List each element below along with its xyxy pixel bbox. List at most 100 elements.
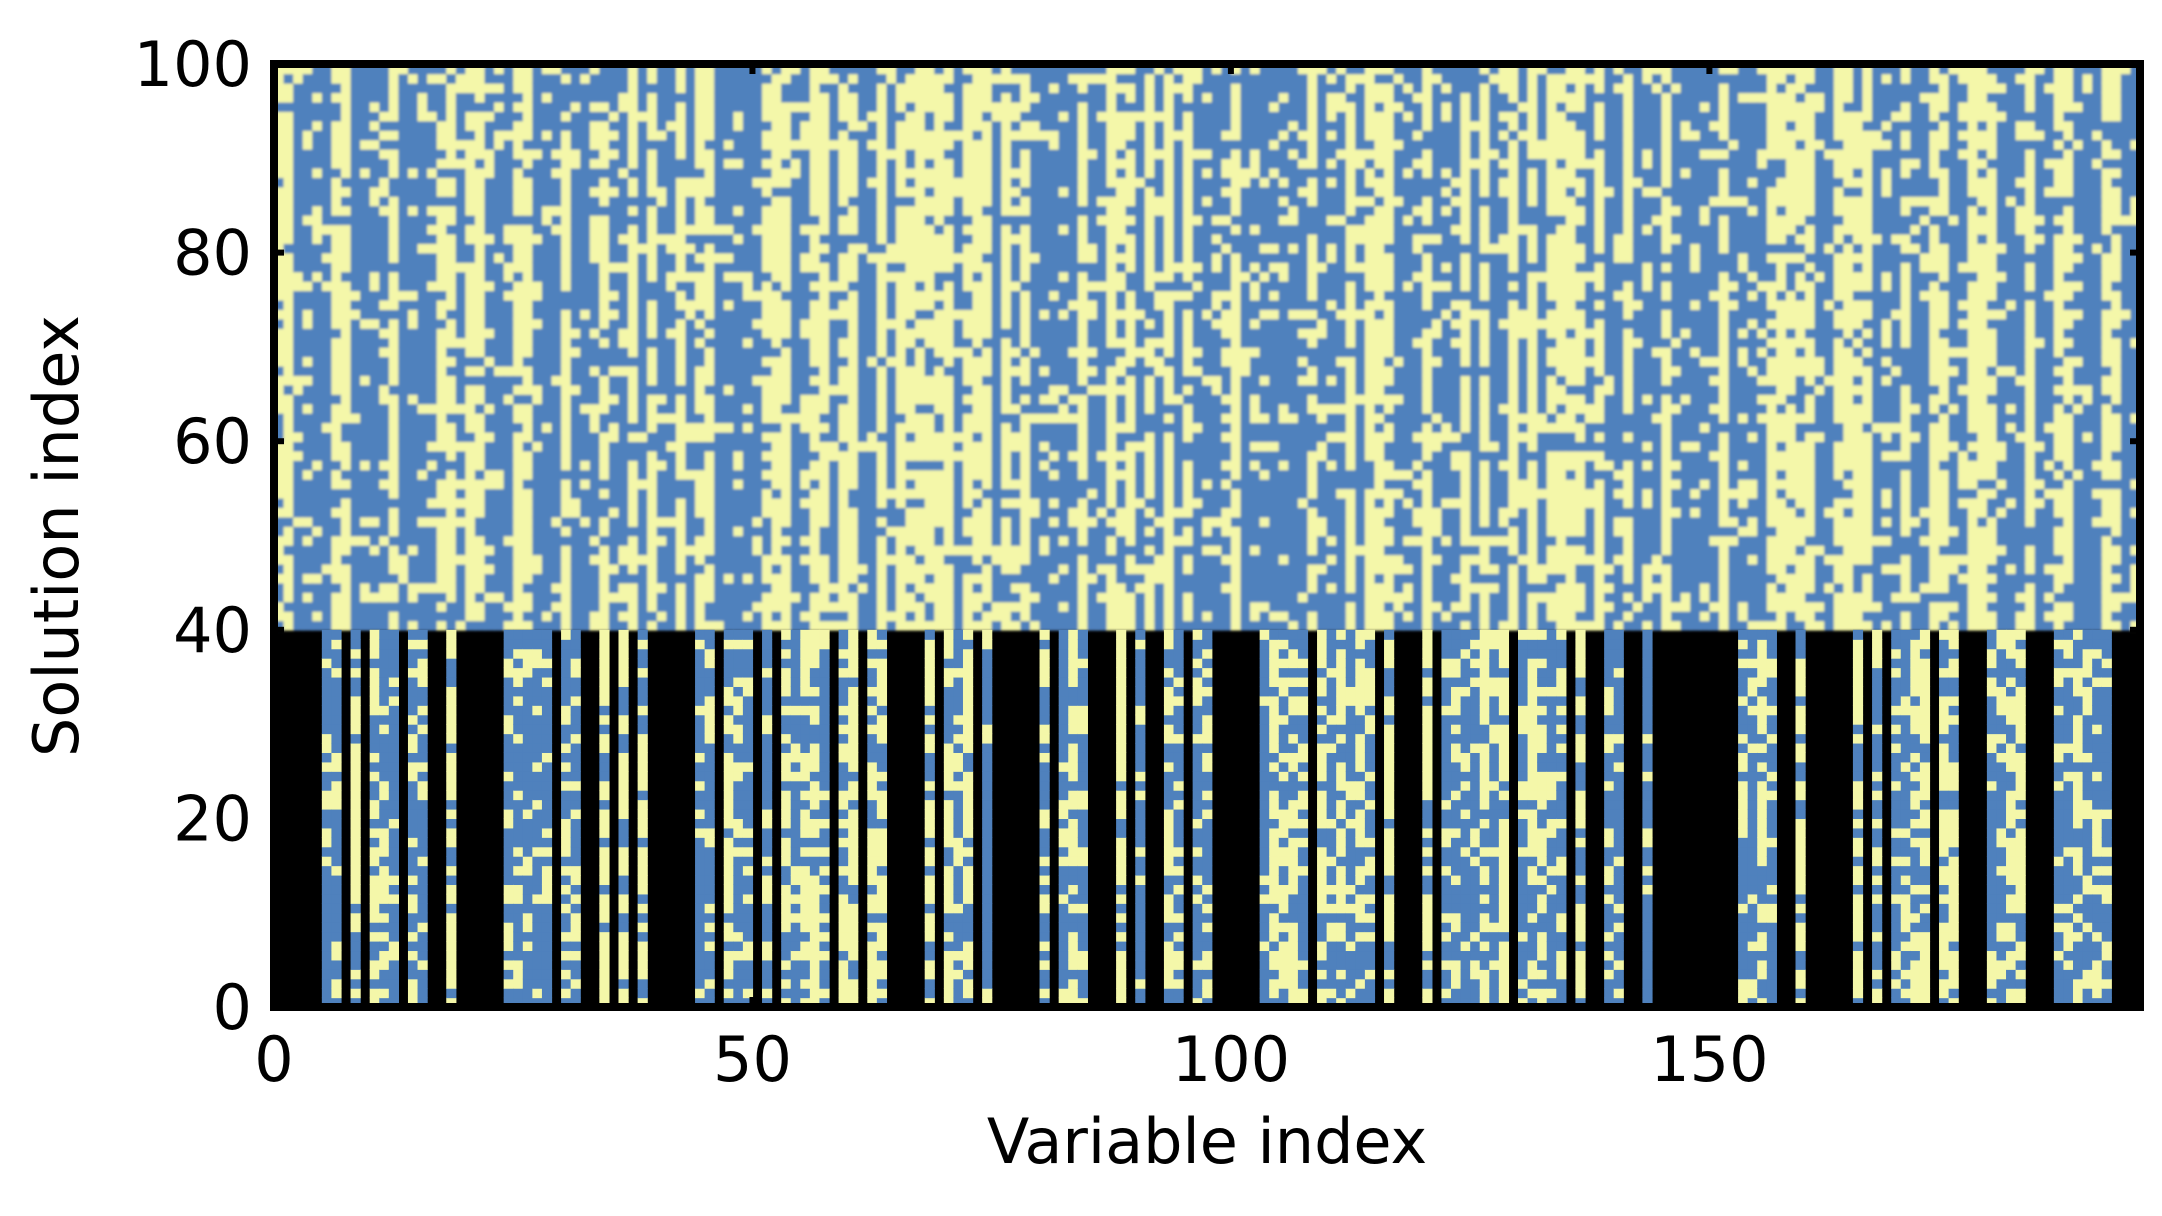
heatmap-cell (513, 385, 523, 395)
heatmap-cell (446, 262, 456, 272)
heatmap-cell (504, 177, 514, 187)
heatmap-cell (685, 592, 695, 602)
heatmap-cell (494, 441, 504, 451)
heatmap-cell (781, 554, 791, 564)
heatmap-cell (772, 573, 782, 583)
heatmap-cell (370, 168, 380, 178)
heatmap-cell (312, 545, 322, 555)
heatmap-cell (370, 432, 380, 442)
heatmap-cell (618, 271, 628, 281)
heatmap-cell (772, 385, 782, 395)
heatmap-cell (848, 460, 858, 470)
heatmap-cell (657, 177, 667, 187)
heatmap-cell (618, 469, 628, 479)
heatmap-cell (628, 517, 638, 527)
heatmap-cell (341, 102, 351, 112)
heatmap-cell (590, 441, 600, 451)
heatmap-cell (915, 243, 925, 253)
heatmap-cell (695, 460, 705, 470)
heatmap-cell (437, 177, 447, 187)
heatmap-cell (398, 253, 408, 263)
heatmap-cell (906, 545, 916, 555)
heatmap-cell (810, 564, 820, 574)
heatmap-cell (657, 92, 667, 102)
heatmap-cell (877, 545, 887, 555)
heatmap-cell (657, 375, 667, 385)
heatmap-cell (934, 196, 944, 206)
heatmap-cell (322, 111, 332, 121)
heatmap-cell (418, 498, 428, 508)
heatmap-cell (800, 205, 810, 215)
heatmap-cell (886, 319, 896, 329)
heatmap-cell (351, 488, 361, 498)
heatmap-cell (762, 583, 772, 593)
heatmap-cell (475, 451, 485, 461)
heatmap-cell (532, 337, 542, 347)
heatmap-cell (867, 328, 877, 338)
heatmap-cell (829, 309, 839, 319)
heatmap-cell (341, 196, 351, 206)
heatmap-cell (408, 158, 418, 168)
heatmap-cell (657, 300, 667, 310)
heatmap-cell (781, 111, 791, 121)
heatmap-cell (542, 526, 552, 536)
heatmap-cell (408, 394, 418, 404)
heatmap-cell (437, 196, 447, 206)
heatmap-cell (743, 366, 753, 376)
heatmap-cell (714, 460, 724, 470)
heatmap-cell (705, 592, 715, 602)
heatmap-cell (829, 168, 839, 178)
heatmap-cell (762, 545, 772, 555)
heatmap-cell (877, 366, 887, 376)
heatmap-cell (370, 356, 380, 366)
heatmap-cell (504, 328, 514, 338)
heatmap-cell (906, 385, 916, 395)
heatmap-cell (638, 620, 648, 630)
heatmap-cell (886, 451, 896, 461)
heatmap-cell (724, 271, 734, 281)
heatmap-cell (561, 337, 571, 347)
heatmap-cell (829, 479, 839, 489)
heatmap-cell (685, 432, 695, 442)
heatmap-cell (839, 611, 849, 621)
heatmap-cell (829, 517, 839, 527)
heatmap-cell (379, 620, 389, 630)
heatmap-cell (398, 422, 408, 432)
heatmap-cell (676, 366, 686, 376)
heatmap-cell (370, 583, 380, 593)
heatmap-cell (609, 130, 619, 140)
heatmap-cell (379, 554, 389, 564)
heatmap-cell (618, 215, 628, 225)
heatmap-cell (934, 356, 944, 366)
heatmap-cell (418, 196, 428, 206)
heatmap-cell (580, 564, 590, 574)
heatmap-cell (389, 356, 399, 366)
heatmap-cell (351, 432, 361, 442)
heatmap-cell (379, 121, 389, 131)
heatmap-cell (829, 102, 839, 112)
heatmap-cell (465, 394, 475, 404)
heatmap-cell (772, 168, 782, 178)
heatmap-cell (695, 545, 705, 555)
heatmap-cell (312, 441, 322, 451)
heatmap-cell (819, 139, 829, 149)
heatmap-cell (915, 526, 925, 536)
heatmap-cell (867, 234, 877, 244)
heatmap-cell (915, 253, 925, 263)
heatmap-cell (312, 149, 322, 159)
heatmap-cell (370, 526, 380, 536)
heatmap-cell (552, 319, 562, 329)
heatmap-cell (398, 479, 408, 489)
heatmap-cell (724, 347, 734, 357)
heatmap-cell (925, 602, 935, 612)
heatmap-cell (293, 441, 303, 451)
heatmap-cell (475, 422, 485, 432)
heatmap-cell (465, 243, 475, 253)
heatmap-cell (408, 290, 418, 300)
heatmap-cell (331, 498, 341, 508)
heatmap-cell (427, 554, 437, 564)
heatmap-cell (284, 139, 294, 149)
heatmap-cell (657, 83, 667, 93)
heatmap-cell (839, 337, 849, 347)
heatmap-cell (408, 498, 418, 508)
